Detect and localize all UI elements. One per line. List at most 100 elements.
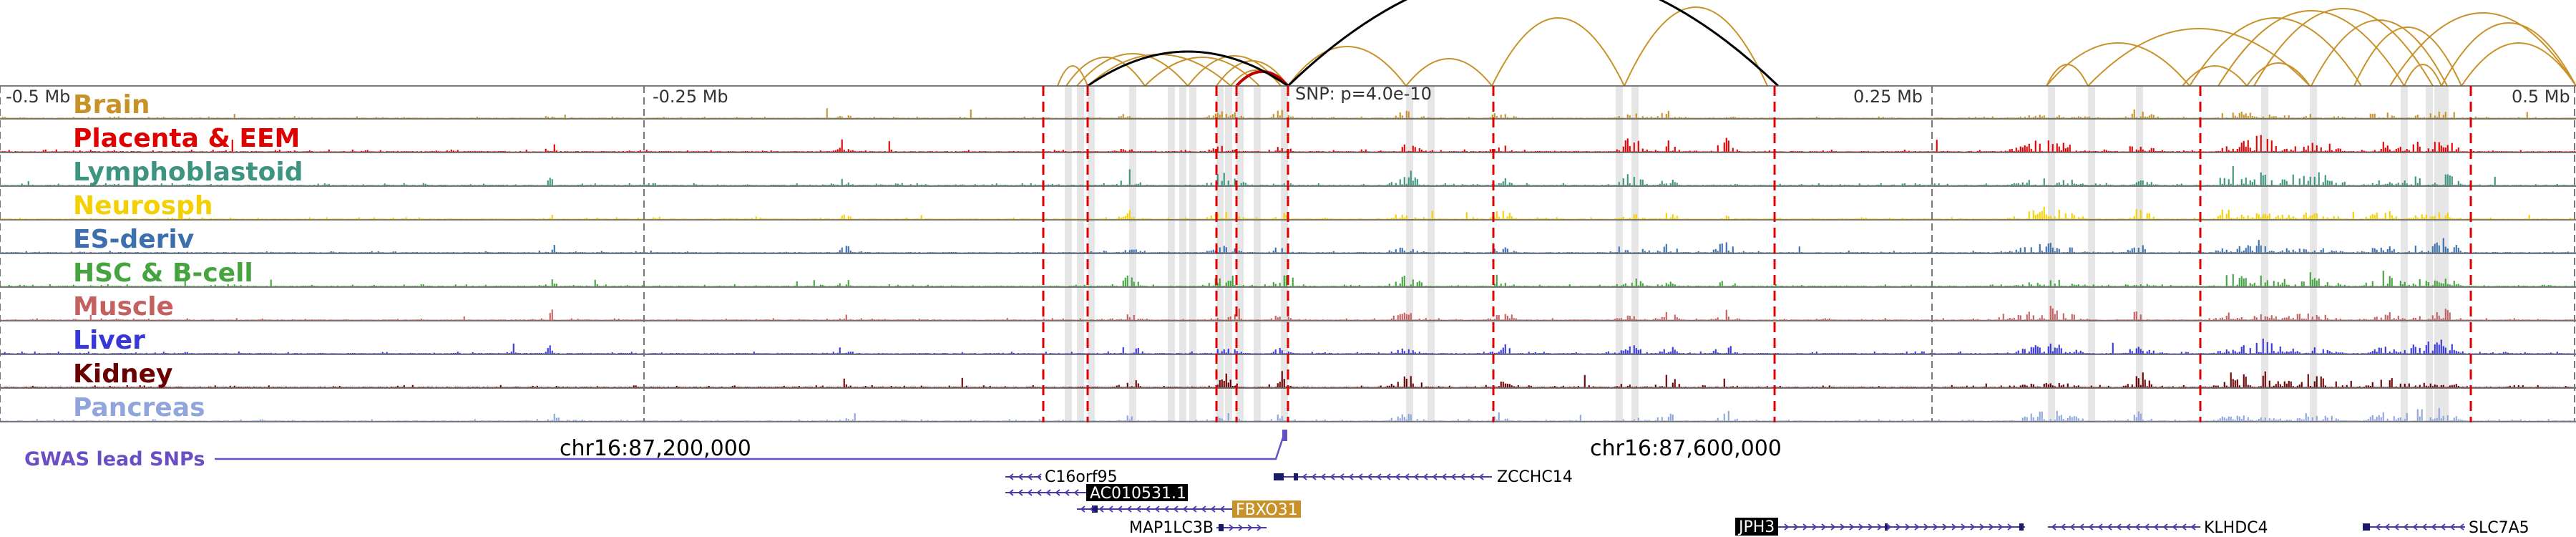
gene-jph3[interactable]: JPH3 (1735, 518, 2025, 536)
track-label-hsc-bcell: HSC & B-cell (73, 258, 253, 288)
strand-chevron (1008, 473, 1014, 480)
gene-annotation: C16orf95 AC010531.1 ZCCHC14 FBXO31 MAP1L… (1005, 468, 2529, 537)
strand-chevron (2125, 523, 2131, 531)
strand-chevron (1238, 524, 1244, 531)
strand-chevron (1840, 523, 1845, 531)
strand-chevron (2135, 523, 2140, 531)
strand-chevron (2412, 523, 2418, 531)
strand-chevron (1979, 523, 1985, 531)
strand-chevron (1868, 523, 1873, 531)
strand-chevron (2116, 523, 2122, 531)
strand-chevron (1163, 505, 1169, 513)
strand-chevron (1404, 473, 1410, 480)
gene-ac010531[interactable]: AC010531.1 (1005, 484, 1188, 503)
strand-chevron (1018, 489, 1023, 496)
strand-chevron (1376, 473, 1382, 480)
strand-chevron (1201, 505, 1206, 513)
snp-pvalue-label: SNP: p=4.0e-10 (1295, 84, 1432, 104)
highlight-band (1428, 86, 1435, 422)
interaction-arc (2353, 26, 2462, 87)
interaction-arc (2087, 28, 2311, 87)
gene-exon (1294, 473, 1298, 480)
strand-chevron (2162, 523, 2168, 531)
gene-fbxo31[interactable]: FBXO31 (1077, 500, 1301, 519)
strand-chevron (1423, 473, 1428, 480)
gene-label: C16orf95 (1045, 468, 1118, 486)
scale-label-right: 0.5 Mb (2512, 87, 2570, 107)
scale-label-mid-left: -0.25 Mb (653, 87, 728, 107)
gene-c16orf95[interactable]: C16orf95 (1005, 468, 1118, 486)
strand-chevron (2079, 523, 2084, 531)
strand-chevron (2403, 523, 2409, 531)
interaction-arc (2404, 64, 2442, 87)
interaction-arc (1230, 69, 1282, 87)
strand-chevron (2088, 523, 2094, 531)
highlight-band (1254, 86, 1261, 422)
strand-chevron (2069, 523, 2075, 531)
track-signal-2 (0, 166, 2576, 186)
strand-chevron (1257, 524, 1262, 531)
strand-chevron (1395, 473, 1400, 480)
track-signal-1 (0, 135, 2576, 153)
strand-chevron (1108, 505, 1113, 513)
strand-chevron (1460, 473, 1465, 480)
strand-chevron (1989, 523, 1994, 531)
strand-chevron (1933, 523, 1938, 531)
strand-chevron (1367, 473, 1372, 480)
track-label-pancreas: Pancreas (73, 393, 205, 422)
highlight-band (2441, 86, 2449, 422)
track-label-muscle: Muscle (73, 292, 174, 321)
strand-chevron (1008, 489, 1014, 496)
strand-chevron (1117, 505, 1123, 513)
strand-chevron (2449, 523, 2455, 531)
interaction-arc (1216, 60, 1289, 87)
gene-exon (1885, 523, 1888, 531)
interaction-arc (2253, 8, 2434, 87)
gwas-snp-marker (1282, 430, 1287, 441)
strand-chevron (1830, 523, 1836, 531)
track-labels: Brain Placenta & EEM Lymphoblastoid Neur… (73, 90, 303, 422)
strand-chevron (1821, 523, 1827, 531)
highlight-band (2310, 86, 2317, 422)
strand-chevron (1191, 505, 1197, 513)
gene-label: ZCCHC14 (1497, 468, 1573, 486)
strand-chevron (1018, 473, 1023, 480)
interaction-arc-main (1287, 0, 1780, 87)
track-signal-5 (0, 271, 2576, 287)
track-label-es-deriv: ES-deriv (73, 225, 194, 254)
strand-chevron (2459, 523, 2464, 531)
strand-chevron (1998, 523, 2004, 531)
interaction-arc (2311, 19, 2448, 87)
highlight-band (1179, 86, 1186, 422)
gene-map1lc3b[interactable]: MAP1LC3B (1129, 519, 1267, 537)
strand-chevron (1385, 473, 1391, 480)
strand-chevron (1229, 524, 1234, 531)
interaction-arc (2046, 42, 2190, 87)
strand-chevron (1080, 505, 1085, 513)
strand-chevron (2097, 523, 2103, 531)
gene-label: SLC7A5 (2469, 519, 2529, 537)
highlight-band (1088, 86, 1095, 422)
interaction-arc (1057, 65, 1088, 87)
coord-right: chr16:87,600,000 (1590, 436, 1782, 461)
interaction-arc (2046, 64, 2089, 87)
interaction-arc (1624, 6, 1768, 87)
interaction-arc (1287, 46, 1407, 87)
gene-label: JPH3 (1737, 518, 1775, 536)
strand-chevron (1441, 473, 1447, 480)
interaction-arc (2246, 62, 2311, 87)
gene-exon (2019, 523, 2024, 531)
coordinates: chr16:87,200,000 chr16:87,600,000 (560, 436, 1782, 461)
strand-chevron (1045, 489, 1051, 496)
gene-zcchc14[interactable]: ZCCHC14 (1274, 468, 1573, 486)
strand-chevron (1330, 473, 1335, 480)
highlight-band (1077, 86, 1084, 422)
gene-slc7a5[interactable]: SLC7A5 (2363, 519, 2529, 537)
gene-label-box (1232, 500, 1301, 518)
strand-chevron (1311, 473, 1317, 480)
strand-chevron (1802, 523, 1808, 531)
strand-chevron (1896, 523, 1901, 531)
coord-left: chr16:87,200,000 (560, 436, 751, 461)
strand-chevron (1320, 473, 1326, 480)
gene-klhdc4[interactable]: KLHDC4 (2048, 519, 2268, 537)
